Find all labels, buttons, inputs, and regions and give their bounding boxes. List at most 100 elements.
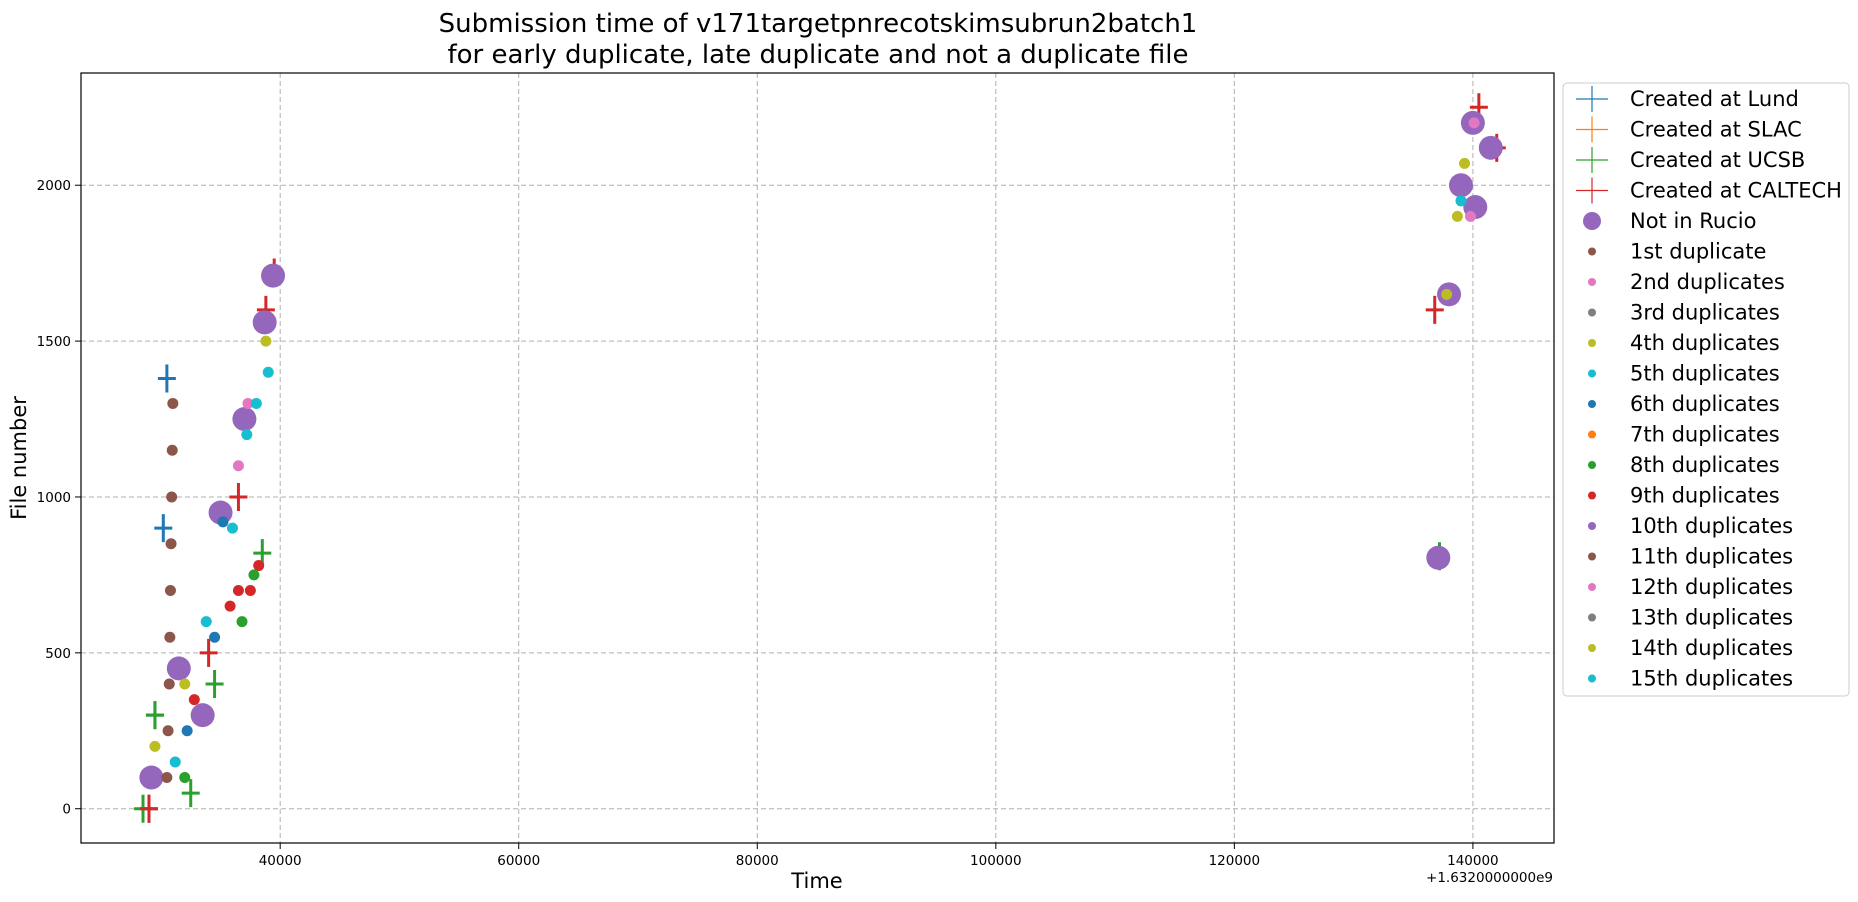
data-point — [169, 756, 181, 768]
data-point — [232, 407, 257, 432]
data-point — [161, 772, 173, 784]
data-point — [248, 569, 260, 581]
data-point — [200, 616, 212, 628]
x-tick-label: 60000 — [497, 853, 540, 869]
series-4th-duplicates — [149, 157, 1471, 752]
legend-frame — [1562, 82, 1850, 697]
data-point — [166, 491, 178, 503]
data-point — [224, 600, 236, 612]
legend-marker — [1588, 583, 1596, 591]
data-point — [1441, 288, 1453, 300]
y-tick-label: 500 — [45, 646, 71, 662]
x-tick-label: 40000 — [259, 853, 302, 869]
data-point — [179, 678, 191, 690]
legend-marker — [1588, 369, 1596, 378]
data-point — [262, 366, 274, 378]
y-tick-label: 0 — [62, 802, 71, 818]
legend-label: 9th duplicates — [1630, 484, 1780, 508]
data-point — [1465, 210, 1477, 222]
x-tick-label: 100000 — [970, 853, 1022, 869]
plot-data — [134, 93, 1506, 823]
data-point — [181, 725, 193, 737]
legend-marker — [1588, 400, 1596, 408]
legend-marker — [1588, 308, 1596, 317]
x-offset-text: +1.6320000000e9 — [1426, 870, 1553, 886]
x-tick-label: 140000 — [1447, 853, 1499, 869]
legend-item: 3rd duplicates — [1588, 301, 1780, 325]
legend-item: 7th duplicates — [1588, 423, 1780, 447]
legend-item: Created at SLAC — [1576, 116, 1802, 143]
legend-marker — [1576, 86, 1608, 112]
data-point — [260, 335, 272, 347]
legend-item: 6th duplicates — [1588, 392, 1780, 416]
legend-label: Created at UCSB — [1630, 148, 1805, 172]
data-point — [241, 429, 253, 441]
data-point — [217, 516, 229, 528]
legend-item: Created at CALTECH — [1576, 177, 1842, 204]
legend-item: 9th duplicates — [1588, 484, 1780, 508]
legend-label: Created at CALTECH — [1630, 179, 1842, 203]
legend-label: 7th duplicates — [1630, 423, 1780, 447]
legend-marker — [1588, 461, 1596, 469]
series-created-at-caltech — [139, 93, 1506, 823]
data-point — [188, 694, 200, 706]
data-point — [157, 364, 176, 393]
legend-marker — [1576, 147, 1608, 173]
series-created-at-ucsb — [134, 539, 1449, 823]
y-tick-label: 1000 — [37, 490, 71, 506]
legend-item: Not in Rucio — [1583, 209, 1756, 233]
data-point — [139, 765, 164, 790]
plot-frame — [80, 72, 1555, 844]
data-point — [229, 482, 248, 511]
data-point — [154, 514, 173, 543]
legend-marker — [1588, 247, 1596, 256]
grid — [81, 73, 1554, 843]
series-5th-duplicates — [169, 195, 1467, 768]
data-point — [209, 631, 221, 643]
data-point — [164, 631, 176, 643]
y-tick-label: 2000 — [37, 178, 71, 194]
data-point — [1478, 135, 1503, 160]
data-point — [199, 638, 218, 667]
legend-item: 5th duplicates — [1588, 362, 1780, 386]
legend-label: 12th duplicates — [1630, 575, 1793, 599]
x-tick-label: 120000 — [1209, 853, 1261, 869]
x-tick-label: 80000 — [736, 853, 779, 869]
data-point — [165, 538, 177, 550]
legend-item: 14th duplicates — [1588, 636, 1793, 660]
chart-title-line-2: for early duplicate, late duplicate and … — [447, 40, 1188, 70]
data-point — [250, 397, 262, 409]
legend-item: 13th duplicates — [1588, 606, 1793, 630]
data-point — [145, 701, 164, 730]
legend-item: 12th duplicates — [1588, 575, 1793, 599]
data-point — [162, 725, 174, 737]
series-9th-duplicates — [188, 560, 265, 706]
legend-marker — [1588, 613, 1596, 622]
legend-item: 11th duplicates — [1588, 545, 1793, 569]
data-point — [149, 740, 161, 752]
data-point — [242, 397, 254, 409]
legend-item: 2nd duplicates — [1588, 270, 1785, 294]
legend-item: 8th duplicates — [1588, 453, 1780, 477]
legend-marker — [1588, 644, 1596, 652]
y-axis-label: File number — [7, 396, 31, 520]
legend-marker — [1576, 116, 1608, 143]
series-1st-duplicate — [161, 397, 179, 784]
legend-label: 6th duplicates — [1630, 392, 1780, 416]
data-point — [1425, 295, 1444, 324]
data-point — [164, 584, 176, 596]
data-point — [179, 772, 191, 784]
data-point — [236, 616, 248, 628]
legend-marker — [1588, 491, 1596, 500]
legend-item: 1st duplicate — [1588, 240, 1766, 264]
data-point — [166, 444, 178, 456]
data-point — [1459, 157, 1471, 169]
legend-item: Created at UCSB — [1576, 147, 1805, 173]
data-point — [139, 794, 158, 823]
data-point — [190, 703, 215, 728]
data-point — [226, 522, 238, 534]
data-point — [1451, 210, 1463, 222]
legend-label: Created at SLAC — [1630, 118, 1802, 142]
legend-marker — [1583, 212, 1601, 230]
data-point — [244, 584, 256, 596]
